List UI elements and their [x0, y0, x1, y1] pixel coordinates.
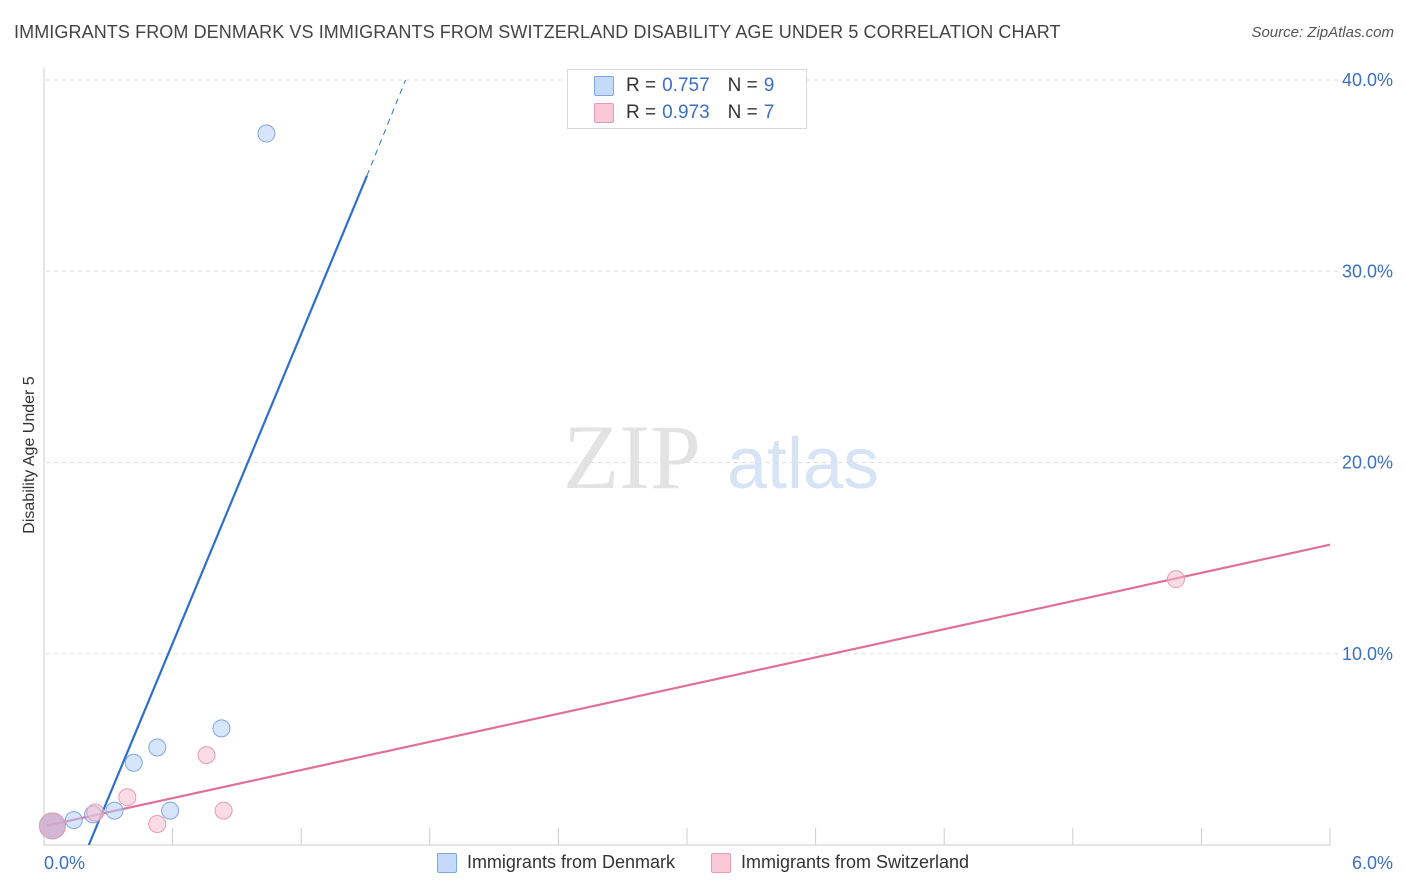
- legend-swatch-pink: [594, 103, 614, 123]
- n-label: N =: [727, 102, 758, 123]
- legend-item-denmark[interactable]: Immigrants from Denmark: [436, 852, 675, 873]
- chart-title: IMMIGRANTS FROM DENMARK VS IMMIGRANTS FR…: [14, 22, 1061, 42]
- x-tick-label: 6.0%: [1352, 853, 1393, 873]
- watermark-zip: ZIP: [563, 406, 701, 508]
- trend-lines: [45, 79, 1331, 846]
- y-axis-label: Disability Age Under 5: [21, 376, 38, 534]
- legend-row-denmark: R = 0.757 N = 9: [568, 74, 774, 98]
- x-tick-label: 0.0%: [44, 853, 85, 873]
- point-switzerland: [38, 812, 66, 840]
- point-denmark: [212, 719, 231, 738]
- legend-item-switzerland[interactable]: Immigrants from Switzerland: [710, 852, 970, 873]
- point-denmark: [161, 801, 180, 820]
- legend-swatch-blue: [436, 852, 457, 873]
- point-denmark: [148, 738, 167, 757]
- watermark-atlas: atlas: [727, 424, 879, 504]
- y-tick-label: 40.0%: [1342, 70, 1393, 90]
- trend-line-switzerland: [45, 543, 1331, 827]
- point-denmark: [105, 801, 124, 820]
- legend-label-switzerland: Immigrants from Switzerland: [740, 852, 970, 872]
- series-legend: Immigrants from Denmark Immigrants from …: [0, 852, 1406, 873]
- point-switzerland: [214, 801, 233, 820]
- axes: [43, 68, 1331, 846]
- trend-line-denmark-extension: [366, 79, 406, 176]
- y-tick-label: 20.0%: [1342, 453, 1393, 473]
- point-switzerland: [118, 788, 137, 807]
- n-value: 9: [763, 75, 775, 96]
- r-value: 0.973: [662, 102, 710, 123]
- trend-line-denmark: [87, 175, 369, 846]
- point-denmark: [124, 753, 143, 772]
- watermark: ZIP atlas: [563, 406, 879, 508]
- data-points: [38, 124, 1185, 840]
- y-tick-label: 10.0%: [1342, 644, 1393, 664]
- n-value: 7: [763, 102, 775, 123]
- legend-label-denmark: Immigrants from Denmark: [466, 852, 675, 872]
- legend-row-switzerland: R = 0.973 N = 7: [568, 101, 774, 125]
- point-switzerland: [197, 746, 216, 765]
- point-switzerland: [148, 814, 167, 833]
- grid-lines: [46, 79, 1342, 655]
- y-tick-label: 30.0%: [1342, 261, 1393, 281]
- n-label: N =: [727, 75, 758, 96]
- legend-swatch-blue: [594, 76, 614, 96]
- correlation-legend: R = 0.757 N = 9 R = 0.973 N = 7: [567, 69, 807, 129]
- point-switzerland: [86, 803, 105, 822]
- point-switzerland: [1166, 570, 1185, 589]
- point-denmark: [257, 124, 276, 143]
- legend-swatch-pink: [710, 852, 731, 873]
- r-label: R =: [626, 75, 657, 96]
- point-denmark: [64, 811, 83, 830]
- r-value: 0.757: [662, 75, 710, 96]
- source-label: Source: ZipAtlas.com: [1251, 24, 1394, 41]
- r-label: R =: [626, 102, 657, 123]
- tick-labels: 10.0% 20.0% 30.0% 40.0% 0.0% 6.0%: [44, 70, 1393, 873]
